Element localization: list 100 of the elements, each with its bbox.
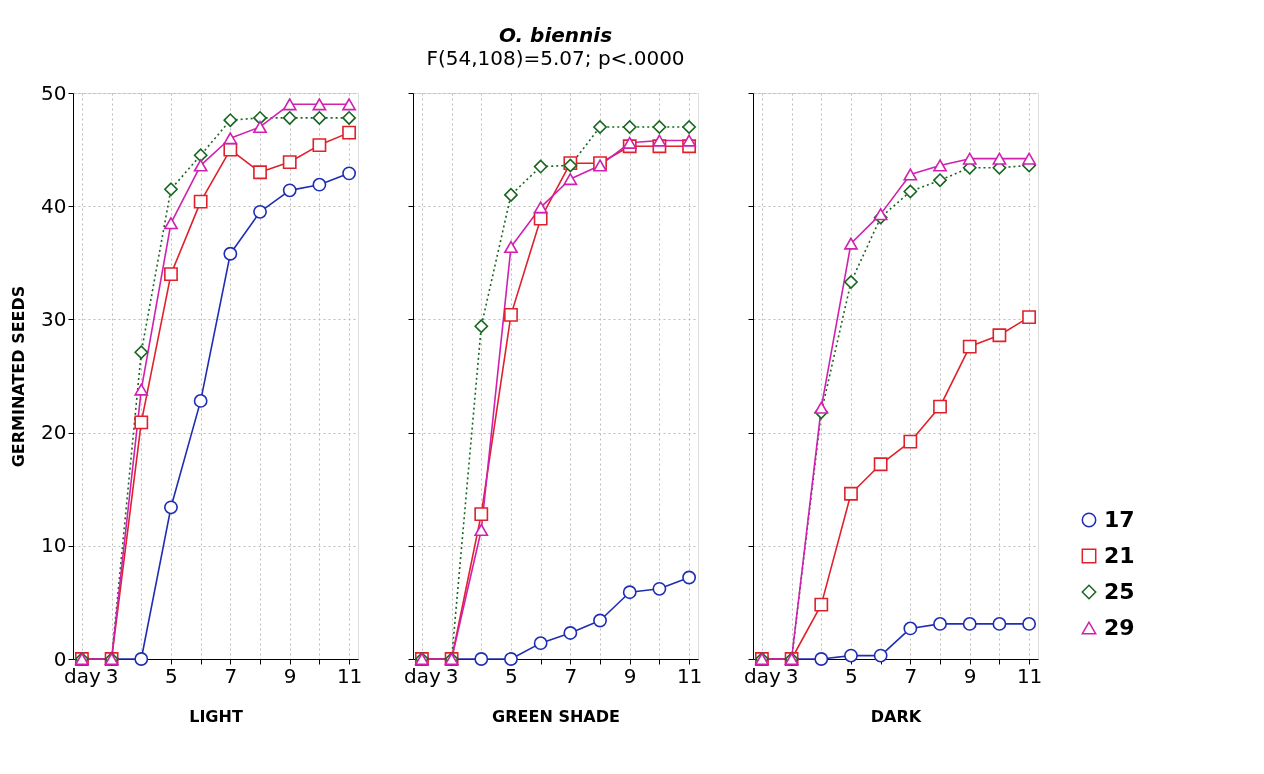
x-tick-label: 3: [445, 663, 459, 688]
point: [933, 617, 947, 631]
point: [992, 328, 1007, 343]
point: [873, 208, 888, 221]
point: [903, 621, 918, 636]
point: [223, 142, 238, 157]
point: [593, 613, 607, 628]
point: [282, 155, 297, 169]
x-tick-label: 5: [165, 663, 178, 688]
legend-label: 17: [1104, 507, 1135, 532]
legend-label: 29: [1104, 615, 1135, 640]
point: [1022, 617, 1037, 631]
x-tick-label: 5: [845, 663, 858, 688]
x-tick-label: day: [64, 663, 101, 688]
point: [1022, 310, 1037, 325]
x-tick-label: 9: [283, 663, 297, 688]
point: [342, 110, 357, 125]
point: [844, 486, 858, 501]
x-tick-label: 11: [336, 663, 363, 688]
point: [312, 177, 327, 192]
point: [134, 415, 149, 430]
point: [844, 648, 858, 663]
point: [134, 345, 149, 360]
point: [903, 184, 918, 199]
x-tick-label: 9: [963, 663, 977, 688]
x-tick-label: 3: [105, 663, 119, 688]
point: [134, 652, 149, 666]
point: [164, 500, 178, 515]
x-tick-label: 5: [505, 663, 518, 688]
chart-title: O. biennis: [498, 22, 613, 47]
point: [622, 585, 637, 600]
point: [933, 159, 947, 172]
point: [474, 507, 489, 522]
point: [134, 383, 149, 396]
point: [474, 319, 489, 334]
point: [652, 134, 667, 147]
point: [253, 120, 267, 134]
point: [282, 98, 297, 111]
point: [282, 110, 297, 125]
point: [873, 648, 888, 663]
point: [903, 434, 918, 449]
point: [992, 617, 1007, 631]
point: [873, 457, 888, 472]
chart-subtitle: F(54,108)=5.07; p<.0000: [426, 45, 685, 70]
point: [652, 581, 667, 596]
point: [563, 172, 578, 186]
x-axis-title: LIGHT: [189, 706, 243, 726]
point: [312, 98, 327, 111]
point: [282, 183, 297, 198]
x-tick-label: 9: [623, 663, 637, 688]
legend-label: 25: [1104, 579, 1135, 604]
point: [342, 125, 357, 140]
point: [342, 166, 357, 181]
point: [312, 110, 327, 125]
point: [962, 617, 977, 631]
point: [1022, 152, 1037, 165]
y-tick-label: 0: [53, 646, 67, 671]
point: [533, 636, 548, 651]
point: [903, 168, 918, 181]
point: [193, 159, 208, 172]
x-tick-label: 7: [904, 663, 918, 688]
point: [814, 652, 829, 666]
x-axis-title: DARK: [870, 706, 922, 726]
point: [504, 240, 518, 254]
point: [253, 204, 267, 219]
point: [533, 211, 548, 226]
y-tick-label: 40: [41, 193, 67, 218]
x-tick-label: 3: [785, 663, 799, 688]
point: [223, 113, 238, 128]
point: [622, 120, 637, 134]
point: [253, 110, 267, 125]
point: [844, 275, 858, 289]
y-tick-label: 10: [41, 533, 67, 558]
point: [814, 597, 829, 612]
point: [164, 217, 178, 230]
x-tick-label: day: [404, 663, 441, 688]
y-axis-title: GERMINATED SEEDS: [9, 285, 29, 468]
x-tick-label: day: [744, 663, 781, 688]
point: [682, 570, 697, 585]
y-tick-label: 20: [41, 420, 67, 445]
point: [593, 120, 607, 134]
point: [622, 136, 637, 149]
point: [312, 138, 327, 152]
point: [253, 165, 267, 180]
legend-label: 21: [1104, 543, 1135, 568]
point: [474, 523, 489, 537]
point: [504, 652, 518, 666]
point: [962, 152, 977, 165]
x-tick-label: 7: [224, 663, 238, 688]
point: [962, 339, 977, 354]
point: [504, 187, 518, 202]
point: [933, 399, 947, 414]
y-tick-label: 30: [41, 306, 67, 331]
point: [992, 152, 1007, 165]
point: [164, 267, 178, 282]
point: [563, 626, 578, 640]
point: [164, 182, 178, 197]
point: [193, 148, 208, 163]
point: [844, 237, 858, 250]
y-tick-label: 50: [41, 80, 67, 105]
